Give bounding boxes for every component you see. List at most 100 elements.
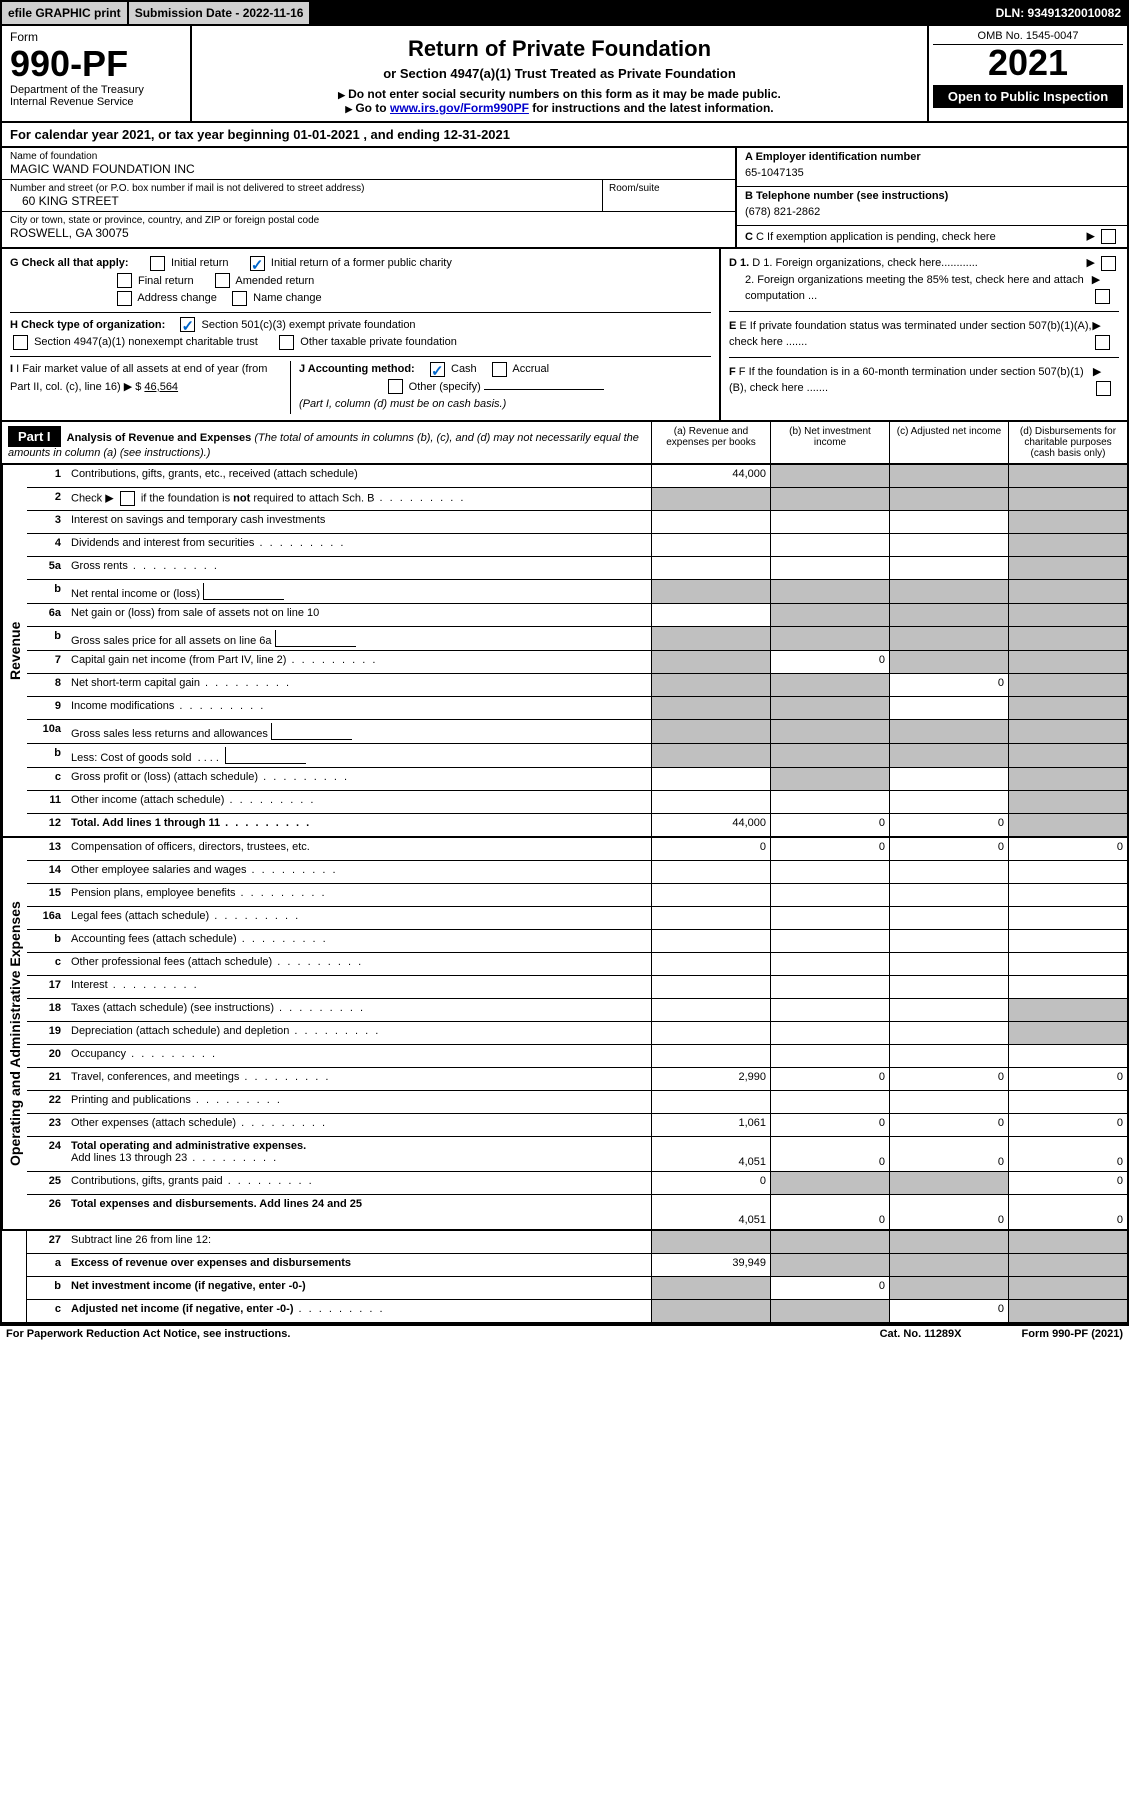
j-cash-checkbox[interactable]	[430, 362, 445, 377]
row-11: 11Other income (attach schedule)	[27, 791, 1127, 814]
col-d-header: (d) Disbursements for charitable purpose…	[1008, 422, 1127, 463]
form-label: Form	[10, 30, 182, 44]
calendar-year-row: For calendar year 2021, or tax year begi…	[0, 123, 1129, 148]
row-27c: cAdjusted net income (if negative, enter…	[27, 1300, 1127, 1322]
row-9: 9Income modifications	[27, 697, 1127, 720]
ein-label: A Employer identification number	[745, 151, 1119, 163]
dln-number: DLN: 93491320010082	[990, 2, 1127, 24]
address-change-checkbox[interactable]	[117, 291, 132, 306]
h-501c3-checkbox[interactable]	[180, 317, 195, 332]
row-4: 4Dividends and interest from securities	[27, 534, 1127, 557]
subtract-section: 27Subtract line 26 from line 12: aExcess…	[0, 1231, 1129, 1324]
j-accrual-checkbox[interactable]	[492, 362, 507, 377]
row-22: 22Printing and publications	[27, 1091, 1127, 1114]
d2-row: 2. Foreign organizations meeting the 85%…	[729, 272, 1119, 305]
row-20: 20Occupancy	[27, 1045, 1127, 1068]
f-row: F F If the foundation is in a 60-month t…	[729, 357, 1119, 397]
d2-checkbox[interactable]	[1095, 289, 1110, 304]
row-6b: bGross sales price for all assets on lin…	[27, 627, 1127, 651]
paperwork-notice: For Paperwork Reduction Act Notice, see …	[6, 1328, 290, 1340]
expenses-section: Operating and Administrative Expenses 13…	[0, 838, 1129, 1231]
row-25: 25Contributions, gifts, grants paid 00	[27, 1172, 1127, 1195]
row-21: 21Travel, conferences, and meetings 2,99…	[27, 1068, 1127, 1091]
name-label: Name of foundation	[10, 151, 727, 162]
col-a-header: (a) Revenue and expenses per books	[651, 422, 770, 463]
row-19: 19Depreciation (attach schedule) and dep…	[27, 1022, 1127, 1045]
expenses-vert-label: Operating and Administrative Expenses	[2, 838, 27, 1229]
h-4947-checkbox[interactable]	[13, 335, 28, 350]
row-10a: 10aGross sales less returns and allowanc…	[27, 720, 1127, 744]
header-center: Return of Private Foundation or Section …	[192, 26, 927, 121]
form-header: Form 990-PF Department of the Treasury I…	[0, 26, 1129, 123]
cat-number: Cat. No. 11289X	[880, 1328, 962, 1340]
initial-former-checkbox[interactable]	[250, 256, 265, 271]
instructions-link[interactable]: www.irs.gov/Form990PF	[390, 101, 529, 115]
c-exemption-label: C C If exemption application is pending,…	[745, 231, 996, 243]
ein-value: 65-1047135	[745, 163, 1119, 183]
row-18: 18Taxes (attach schedule) (see instructi…	[27, 999, 1127, 1022]
row-12: 12Total. Add lines 1 through 11 44,00000	[27, 814, 1127, 836]
initial-return-checkbox[interactable]	[150, 256, 165, 271]
row-3: 3Interest on savings and temporary cash …	[27, 511, 1127, 534]
g-row: G Check all that apply: Initial return I…	[10, 255, 711, 308]
top-bar: efile GRAPHIC print Submission Date - 20…	[0, 0, 1129, 26]
row-23: 23Other expenses (attach schedule) 1,061…	[27, 1114, 1127, 1137]
tax-year: 2021	[933, 45, 1123, 81]
d1-row: D 1. D 1. Foreign organizations, check h…	[729, 255, 1119, 272]
foundation-name: MAGIC WAND FOUNDATION INC	[10, 162, 727, 176]
form-number: 990-PF	[10, 46, 182, 82]
h-other-checkbox[interactable]	[279, 335, 294, 350]
note-link-row: Go to www.irs.gov/Form990PF for instruct…	[198, 101, 921, 115]
submission-date: Submission Date - 2022-11-16	[129, 2, 310, 24]
page-footer: For Paperwork Reduction Act Notice, see …	[0, 1324, 1129, 1342]
note-ssn: Do not enter social security numbers on …	[198, 87, 921, 101]
part1-heading: Analysis of Revenue and Expenses	[67, 432, 252, 444]
d1-checkbox[interactable]	[1101, 256, 1116, 271]
row-2: 2 Check ▶ if the foundation is not requi…	[27, 488, 1127, 511]
address-label: Number and street (or P.O. box number if…	[10, 183, 594, 194]
j-note: (Part I, column (d) must be on cash basi…	[299, 398, 506, 410]
j-other-checkbox[interactable]	[388, 379, 403, 394]
header-right: OMB No. 1545-0047 2021 Open to Public In…	[927, 26, 1127, 121]
e-checkbox[interactable]	[1095, 335, 1110, 350]
row-6a: 6aNet gain or (loss) from sale of assets…	[27, 604, 1127, 627]
col-b-header: (b) Net investment income	[770, 422, 889, 463]
city-label: City or town, state or province, country…	[10, 215, 727, 226]
irs-label: Internal Revenue Service	[10, 96, 182, 108]
part1-header: Part I Analysis of Revenue and Expenses …	[0, 422, 1129, 465]
row-17: 17Interest	[27, 976, 1127, 999]
final-return-checkbox[interactable]	[117, 273, 132, 288]
name-change-checkbox[interactable]	[232, 291, 247, 306]
part1-badge: Part I	[8, 426, 61, 447]
street-address: 60 KING STREET	[10, 194, 594, 208]
row-7: 7Capital gain net income (from Part IV, …	[27, 651, 1127, 674]
row-5a: 5aGross rents	[27, 557, 1127, 580]
row-14: 14Other employee salaries and wages	[27, 861, 1127, 884]
schb-checkbox[interactable]	[120, 491, 135, 506]
dept-treasury: Department of the Treasury	[10, 84, 182, 96]
i-j-row: I I Fair market value of all assets at e…	[10, 356, 711, 414]
fmv-value: 46,564	[144, 381, 178, 393]
row-27: 27Subtract line 26 from line 12:	[27, 1231, 1127, 1254]
amended-return-checkbox[interactable]	[215, 273, 230, 288]
revenue-vert-label: Revenue	[2, 465, 27, 836]
revenue-section: Revenue 1 Contributions, gifts, grants, …	[0, 465, 1129, 838]
row-16c: cOther professional fees (attach schedul…	[27, 953, 1127, 976]
row-15: 15Pension plans, employee benefits	[27, 884, 1127, 907]
row-16a: 16aLegal fees (attach schedule)	[27, 907, 1127, 930]
c-checkbox[interactable]	[1101, 229, 1116, 244]
checkbox-section: G Check all that apply: Initial return I…	[0, 249, 1129, 422]
city-state-zip: ROSWELL, GA 30075	[10, 226, 727, 240]
e-row: E E If private foundation status was ter…	[729, 311, 1119, 351]
open-to-public: Open to Public Inspection	[933, 85, 1123, 108]
f-checkbox[interactable]	[1096, 381, 1111, 396]
phone-label: B Telephone number (see instructions)	[745, 190, 1119, 202]
row-27b: bNet investment income (if negative, ent…	[27, 1277, 1127, 1300]
row-27a: aExcess of revenue over expenses and dis…	[27, 1254, 1127, 1277]
row-1: 1 Contributions, gifts, grants, etc., re…	[27, 465, 1127, 488]
header-left: Form 990-PF Department of the Treasury I…	[2, 26, 192, 121]
form-subtitle: or Section 4947(a)(1) Trust Treated as P…	[198, 66, 921, 81]
efile-label[interactable]: efile GRAPHIC print	[2, 2, 127, 24]
row-26: 26Total expenses and disbursements. Add …	[27, 1195, 1127, 1229]
row-8: 8Net short-term capital gain 0	[27, 674, 1127, 697]
